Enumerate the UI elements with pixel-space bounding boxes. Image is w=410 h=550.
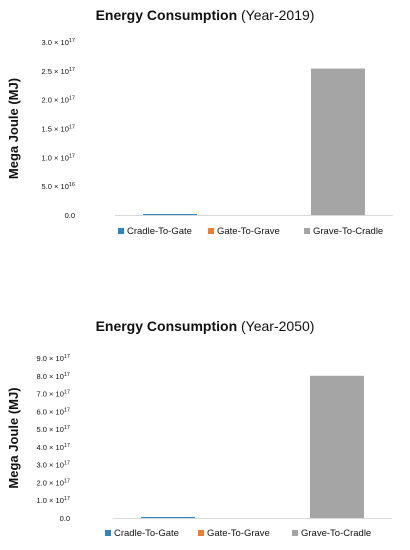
legend-swatch <box>118 228 124 234</box>
y-tick-label: 1.5 × 1017 <box>42 125 75 134</box>
y-tick-exponent: 17 <box>64 425 70 431</box>
chart-title-main: Energy Consumption <box>95 7 238 23</box>
y-tick-label: 5.0 × 1016 <box>42 182 75 191</box>
chart-title-main: Energy Consumption <box>95 318 238 334</box>
legend-label: Grave-To-Cradle <box>301 528 371 539</box>
chart-title-2019: Energy Consumption (Year-2019) <box>0 6 410 24</box>
y-tick-exponent: 17 <box>64 461 70 467</box>
legend-swatch <box>304 228 310 234</box>
chart-panel-2019: Energy Consumption (Year-2019) Mega Joul… <box>0 0 410 260</box>
chart-title-2050: Energy Consumption (Year-2050) <box>0 317 410 335</box>
y-tick-mantissa: 2.0 × 10 <box>42 96 69 105</box>
y-tick-label: 3.0 × 1017 <box>42 38 75 47</box>
y-tick-mantissa: 2.0 × 10 <box>37 478 64 487</box>
y-tick-label: 1.0 × 1017 <box>42 153 75 162</box>
legend-swatch <box>208 228 214 234</box>
y-tick-exponent: 17 <box>69 153 75 159</box>
legend-label: Cradle-To-Gate <box>127 226 192 237</box>
y-tick-mantissa: 9.0 × 10 <box>37 354 64 363</box>
y-tick-label: 3.0 × 1017 <box>37 461 70 470</box>
legend-label: Gate-To-Grave <box>217 226 280 237</box>
y-tick-mantissa: 3.0 × 10 <box>42 38 69 47</box>
y-tick-label: 0.0 <box>65 211 75 220</box>
y-tick-mantissa: 4.0 × 10 <box>37 443 64 452</box>
chart-panel-2050: Energy Consumption (Year-2050) Mega Joul… <box>0 310 410 550</box>
y-tick-label: 2.0 × 1017 <box>37 478 70 487</box>
y-tick-label: 2.5 × 1017 <box>42 67 75 76</box>
bar-grave-to-cradle <box>311 68 365 215</box>
y-tick-label: 4.0 × 1017 <box>37 443 70 452</box>
y-tick-mantissa: 1.0 × 10 <box>42 153 69 162</box>
y-tick-mantissa: 2.5 × 10 <box>42 67 69 76</box>
chart-title-year: (Year-2019) <box>241 7 315 23</box>
legend-swatch <box>292 530 298 536</box>
y-tick-exponent: 17 <box>64 354 70 360</box>
y-tick-label: 0.0 <box>60 514 70 523</box>
y-tick-exponent: 17 <box>64 443 70 449</box>
y-tick-mantissa: 7.0 × 10 <box>37 390 64 399</box>
y-tick-label: 6.0 × 1017 <box>37 407 70 416</box>
bar-cradle-to-gate <box>143 214 197 215</box>
y-tick-exponent: 17 <box>64 390 70 396</box>
y-tick-label: 5.0 × 1017 <box>37 425 70 434</box>
legend-label: Gate-To-Grave <box>207 528 270 539</box>
bar-grave-to-cradle <box>310 375 364 518</box>
y-tick-label: 8.0 × 1017 <box>37 372 70 381</box>
y-tick-mantissa: 0.0 <box>65 211 75 220</box>
y-tick-label: 9.0 × 1017 <box>37 354 70 363</box>
y-tick-mantissa: 6.0 × 10 <box>37 407 64 416</box>
y-axis-label: Mega Joule (MJ) <box>6 387 21 488</box>
y-tick-exponent: 17 <box>64 478 70 484</box>
y-tick-label: 2.0 × 1017 <box>42 96 75 105</box>
y-axis-label: Mega Joule (MJ) <box>6 78 21 179</box>
legend-label: Cradle-To-Gate <box>114 528 179 539</box>
y-tick-exponent: 17 <box>69 125 75 131</box>
y-tick-exponent: 17 <box>69 67 75 73</box>
y-tick-mantissa: 8.0 × 10 <box>37 372 64 381</box>
y-tick-label: 1.0 × 1017 <box>37 496 70 505</box>
y-tick-label: 7.0 × 1017 <box>37 390 70 399</box>
y-tick-mantissa: 3.0 × 10 <box>37 461 64 470</box>
chart-title-year: (Year-2050) <box>241 318 315 334</box>
bar-cradle-to-gate <box>141 517 195 518</box>
y-tick-mantissa: 1.0 × 10 <box>37 496 64 505</box>
y-tick-exponent: 17 <box>69 96 75 102</box>
legend-swatch <box>198 530 204 536</box>
y-tick-exponent: 17 <box>64 372 70 378</box>
y-tick-mantissa: 5.0 × 10 <box>37 425 64 434</box>
y-tick-exponent: 17 <box>69 38 75 44</box>
y-tick-exponent: 17 <box>64 496 70 502</box>
legend-swatch <box>105 530 111 536</box>
y-tick-exponent: 16 <box>69 182 75 188</box>
y-tick-mantissa: 0.0 <box>60 514 70 523</box>
y-tick-exponent: 17 <box>64 407 70 413</box>
y-tick-mantissa: 1.5 × 10 <box>42 125 69 134</box>
y-tick-mantissa: 5.0 × 10 <box>42 182 69 191</box>
legend-label: Grave-To-Cradle <box>313 226 383 237</box>
